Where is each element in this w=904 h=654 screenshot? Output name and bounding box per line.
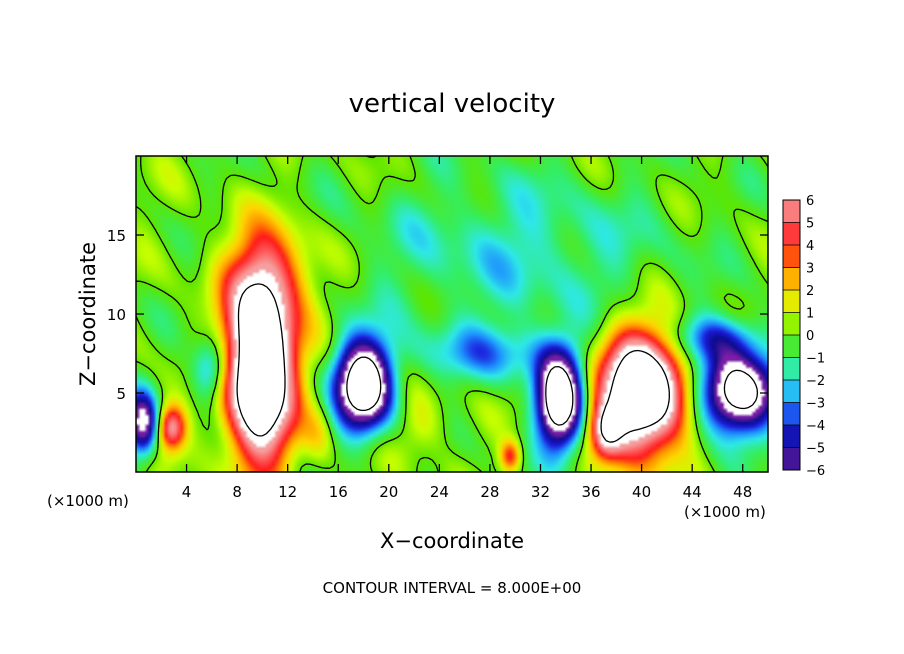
colorbar-segment — [783, 200, 800, 223]
colorbar-label: 0 — [806, 329, 814, 344]
x-tick-label: 28 — [480, 483, 499, 501]
x-tick-label: 40 — [632, 483, 651, 501]
colorbar-label: 6 — [806, 194, 814, 209]
x-tick-label: 4 — [182, 483, 192, 501]
heatmap-field — [136, 156, 768, 472]
colorbar-segment — [783, 290, 800, 313]
colorbar-segment — [783, 312, 800, 336]
x-tick-label: 48 — [733, 483, 752, 501]
colorbar-label: −6 — [806, 464, 825, 479]
colorbar-segment — [783, 222, 800, 246]
x-axis-ticks: 4 8 12 16 20 24 28 32 36 40 44 48 — [182, 156, 752, 501]
colorbar-label: 2 — [806, 284, 814, 299]
colorbar-label: −3 — [806, 397, 825, 412]
contour-interval-note: CONTOUR INTERVAL = 8.000E+00 — [323, 579, 582, 597]
x-axis-label: X−coordinate — [380, 529, 524, 553]
x-tick-label: 20 — [379, 483, 398, 501]
y-axis-ticks: 5 10 15 — [107, 227, 768, 403]
heatmap-image — [136, 156, 768, 472]
x-tick-label: 24 — [430, 483, 449, 501]
x-unit-left: (×1000 m) — [47, 492, 129, 510]
colorbar-label: 4 — [806, 239, 814, 254]
colorbar: 6 5 4 3 2 1 0 −1 −2 −3 −4 −5 −6 — [782, 194, 825, 479]
colorbar-segment — [783, 402, 800, 426]
colorbar-label: 1 — [806, 307, 814, 322]
colorbar-label: −4 — [806, 419, 825, 434]
x-tick-label: 8 — [232, 483, 242, 501]
y-axis-label: Z−coordinate — [76, 242, 100, 386]
colorbar-label: −1 — [806, 352, 825, 367]
contour-lines — [136, 156, 768, 472]
x-tick-label: 44 — [683, 483, 702, 501]
colorbar-segment — [783, 357, 800, 381]
y-tick-label: 5 — [116, 385, 126, 403]
colorbar-segment — [783, 425, 800, 448]
x-tick-label: 32 — [531, 483, 550, 501]
colorbar-segment — [783, 447, 800, 471]
chart-title: vertical velocity — [349, 89, 556, 119]
colorbar-label: 3 — [806, 262, 814, 277]
x-unit-right: (×1000 m) — [684, 503, 766, 521]
colorbar-label: −5 — [806, 442, 825, 457]
x-tick-label: 36 — [581, 483, 600, 501]
colorbar-segment — [783, 267, 800, 291]
colorbar-label: 5 — [806, 217, 814, 232]
y-tick-label: 15 — [107, 227, 126, 245]
x-tick-label: 16 — [329, 483, 348, 501]
x-tick-label: 12 — [278, 483, 297, 501]
colorbar-segment — [783, 335, 800, 358]
colorbar-segment — [783, 245, 800, 268]
y-tick-label: 10 — [107, 306, 126, 324]
colorbar-label: −2 — [806, 374, 825, 389]
colorbar-segment — [783, 380, 800, 403]
